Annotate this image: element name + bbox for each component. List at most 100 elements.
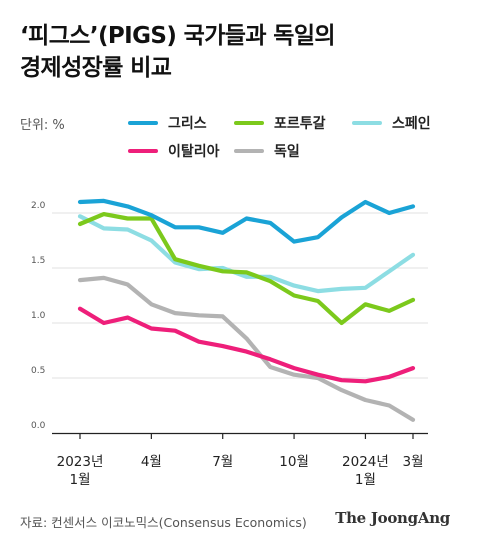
data-point-italy	[102, 321, 105, 325]
data-point-spain	[388, 270, 391, 273]
data-point-portugal	[221, 270, 224, 273]
data-point-spain	[245, 275, 248, 278]
data-point-portugal	[150, 217, 153, 220]
data-point-italy	[316, 373, 320, 376]
data-point-germany	[150, 303, 153, 306]
data-point-italy	[126, 316, 129, 319]
data-point-greece	[269, 221, 272, 225]
y-tick-label: 1.0	[31, 311, 46, 321]
x-tick-label: 1월	[69, 472, 90, 488]
unit-label: 단위: %	[20, 118, 65, 133]
data-point-spain	[292, 284, 296, 287]
data-point-spain	[221, 266, 224, 270]
data-point-greece	[102, 199, 105, 203]
data-point-greece	[245, 217, 248, 220]
data-point-italy	[388, 375, 391, 379]
data-point-greece	[126, 205, 129, 208]
y-tick-label: 0.0	[31, 421, 46, 431]
data-point-germany	[197, 314, 201, 317]
data-point-germany	[292, 373, 296, 376]
data-point-germany	[316, 376, 320, 380]
data-point-italy	[197, 340, 201, 343]
data-point-germany	[269, 365, 272, 369]
data-point-germany	[126, 283, 129, 286]
data-point-germany	[78, 278, 82, 282]
data-point-spain	[102, 227, 105, 230]
data-point-greece	[364, 200, 367, 204]
data-point-portugal	[173, 258, 177, 261]
legend-item-italy: 이탈리아	[128, 141, 220, 161]
data-point-italy	[269, 358, 272, 361]
data-point-spain	[364, 286, 367, 289]
data-point-greece	[221, 231, 224, 234]
data-point-germany	[364, 398, 367, 402]
data-point-portugal	[269, 280, 272, 283]
series-line-spain	[77, 214, 416, 294]
data-point-portugal	[411, 298, 415, 302]
data-point-portugal	[245, 271, 248, 274]
data-point-germany	[388, 404, 391, 407]
data-point-germany	[245, 337, 248, 340]
data-point-germany	[102, 276, 105, 280]
data-point-italy	[78, 307, 82, 310]
data-point-greece	[78, 200, 82, 204]
legend-label-greece: 그리스	[168, 116, 207, 132]
y-tick-label: 1.5	[31, 256, 45, 266]
x-tick-label: 2024년	[342, 454, 389, 470]
data-point-spain	[78, 215, 82, 218]
data-point-portugal	[78, 222, 82, 226]
series-line-greece	[77, 198, 416, 244]
data-point-italy	[150, 327, 153, 330]
data-point-spain	[126, 228, 129, 231]
legend-swatch-spain	[352, 121, 382, 125]
legend-item-germany: 독일	[234, 141, 300, 161]
data-point-portugal	[364, 303, 367, 306]
legend-item-greece: 그리스	[128, 113, 207, 133]
data-point-spain	[197, 267, 201, 271]
legend-swatch-germany	[234, 149, 264, 153]
legend-label-germany: 독일	[274, 144, 300, 160]
data-point-spain	[340, 287, 343, 291]
x-tick-label: 1월	[355, 472, 376, 488]
data-point-portugal	[388, 309, 391, 313]
data-point-germany	[340, 388, 343, 392]
data-point-portugal	[316, 299, 320, 303]
x-tick-label: 10월	[279, 454, 309, 470]
publisher-logo: The JoongAng	[335, 509, 450, 527]
data-point-spain	[411, 253, 415, 256]
source-note: 자료: 컨센서스 이코노믹스(Consensus Economics)	[20, 515, 307, 530]
data-point-greece	[316, 236, 320, 239]
chart-title-line2: 경제성장률 비교	[20, 55, 172, 81]
data-point-italy	[364, 380, 367, 383]
legend-item-spain: 스페인	[352, 113, 431, 133]
chart-title-line1: ‘피그스’(PIGS) 국가들과 독일의	[20, 23, 336, 49]
chart-title: ‘피그스’(PIGS) 국가들과 독일의 경제성장률 비교	[20, 20, 336, 84]
series-line-italy	[77, 306, 416, 384]
data-point-spain	[150, 239, 153, 242]
x-tick-label: 7월	[212, 454, 233, 470]
legend-label-portugal: 포르투갈	[274, 116, 326, 132]
legend-label-spain: 스페인	[392, 116, 431, 132]
data-point-portugal	[197, 264, 201, 267]
data-point-spain	[269, 275, 272, 278]
data-point-portugal	[126, 217, 129, 220]
x-tick-label: 4월	[141, 454, 162, 470]
data-point-italy	[340, 379, 343, 382]
data-point-portugal	[102, 212, 105, 216]
legend-swatch-portugal	[234, 121, 264, 125]
data-point-italy	[245, 350, 248, 353]
data-point-greece	[411, 205, 415, 208]
data-point-italy	[173, 329, 177, 332]
data-point-spain	[173, 261, 177, 264]
data-point-germany	[221, 315, 224, 318]
data-point-portugal	[292, 294, 296, 297]
data-point-italy	[411, 366, 415, 370]
x-tick-label: 2023년	[57, 454, 104, 470]
data-point-greece	[340, 216, 343, 219]
data-point-germany	[173, 311, 177, 315]
y-tick-label: 0.5	[31, 366, 45, 376]
data-point-greece	[388, 211, 391, 215]
data-point-greece	[173, 226, 177, 229]
data-point-greece	[292, 240, 296, 243]
